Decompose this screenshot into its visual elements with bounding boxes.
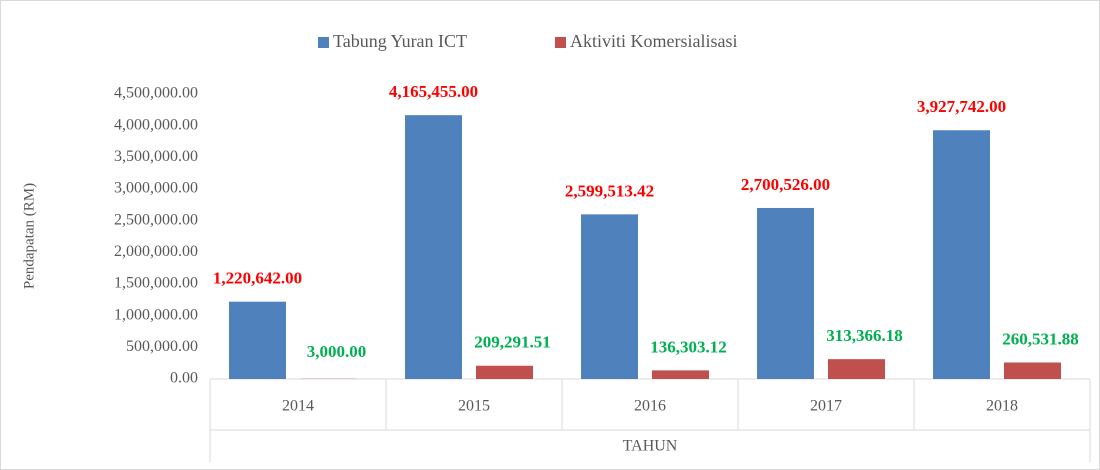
x-tick-label: 2016	[634, 398, 666, 415]
x-tick-label: 2018	[986, 398, 1018, 415]
bar	[757, 207, 814, 379]
legend-swatch	[555, 37, 566, 48]
data-label: 209,291.51	[474, 333, 551, 352]
y-tick-label: 4,500,000.00	[114, 85, 198, 102]
bar	[828, 359, 885, 379]
bar	[1004, 362, 1061, 379]
y-tick-label: 1,000,000.00	[114, 306, 198, 323]
data-label: 3,927,742.00	[917, 97, 1006, 116]
y-tick-label: 500,000.00	[126, 338, 198, 355]
x-tick-label: 2017	[810, 398, 842, 415]
y-tick-label: 3,500,000.00	[114, 148, 198, 165]
bar	[229, 301, 286, 379]
y-tick-label: 2,000,000.00	[114, 243, 198, 260]
data-label: 2,599,513.42	[565, 181, 654, 200]
data-label: 3,000.00	[307, 342, 367, 361]
bar	[476, 365, 533, 379]
data-label: 4,165,455.00	[389, 82, 478, 101]
x-axis-label: TAHUN	[623, 438, 678, 455]
y-tick-label: 0.00	[170, 370, 198, 387]
bar	[652, 370, 709, 379]
x-tick-label: 2015	[458, 398, 490, 415]
y-tick-label: 3,000,000.00	[114, 180, 198, 197]
data-label: 2,700,526.00	[741, 175, 830, 194]
legend-label: Aktiviti Komersialisasi	[570, 31, 737, 51]
bar	[581, 214, 638, 379]
y-tick-label: 1,500,000.00	[114, 275, 198, 292]
y-tick-label: 4,000,000.00	[114, 116, 198, 133]
data-label: 313,366.18	[826, 326, 903, 345]
data-label: 1,220,642.00	[213, 269, 302, 288]
x-tick-label: 2014	[282, 398, 314, 415]
y-tick-label: 2,500,000.00	[114, 211, 198, 228]
data-label: 136,303.12	[650, 337, 727, 356]
bar	[933, 130, 990, 379]
bar	[405, 115, 462, 379]
y-axis-label: Pendapatan (RM)	[21, 183, 37, 289]
legend-label: Tabung Yuran ICT	[333, 31, 467, 51]
legend-swatch	[318, 37, 329, 48]
data-label: 260,531.88	[1002, 329, 1079, 348]
